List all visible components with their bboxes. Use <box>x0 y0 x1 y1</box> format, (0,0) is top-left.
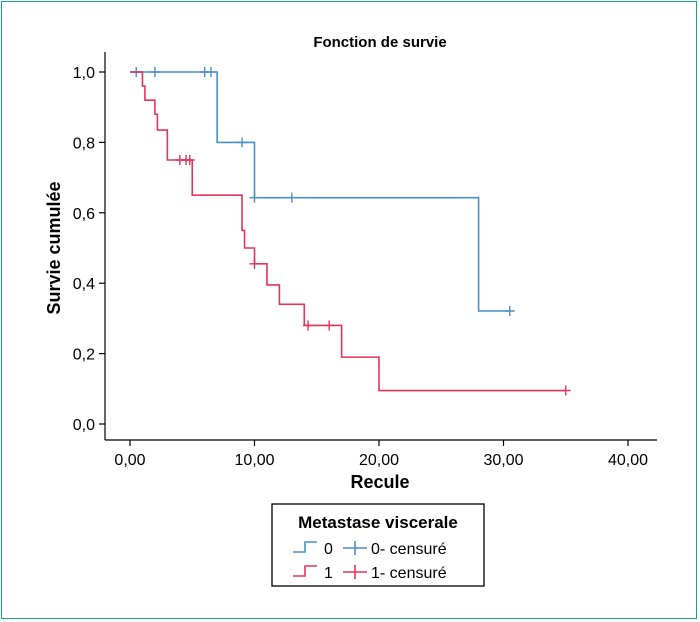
ticks: 0,00 10,00 20,00 30,00 40,00 0,0 0,2 0,4 0,6 0,8 1… <box>73 65 648 469</box>
legend-line-swatch <box>293 541 317 553</box>
series-0-line <box>130 71 510 312</box>
legend-label: 0 <box>324 541 333 558</box>
y-tick-label: 0,6 <box>73 206 95 223</box>
x-tick-label: 0,00 <box>114 452 145 469</box>
legend-box <box>271 503 485 587</box>
y-tick-label: 0,2 <box>73 347 95 364</box>
y-axis-label: Survie cumulée <box>44 181 64 314</box>
series-layer <box>130 67 571 396</box>
legend-label: 1 <box>324 565 333 582</box>
x-tick-label: 10,00 <box>234 452 274 469</box>
series-0-censor-mark <box>504 306 515 317</box>
legend-entries: 0 0- censuré 1 1- censuré <box>293 541 447 582</box>
legend-title: Metastase viscerale <box>298 513 458 532</box>
x-axis-label: Recule <box>350 472 409 492</box>
x-tick-label: 20,00 <box>359 452 399 469</box>
y-tick-label: 0,4 <box>73 276 95 293</box>
series-0-censor-mark <box>237 137 248 148</box>
legend-censor-swatch <box>343 565 367 579</box>
x-tick-label: 40,00 <box>608 452 648 469</box>
series-1-censor-mark <box>324 320 335 331</box>
series-1-censor-mark <box>249 258 260 269</box>
series-1-line <box>130 71 566 392</box>
legend: Metastase viscerale 0 0- censuré 1 1- censu… <box>271 503 485 587</box>
series-0-censor-mark <box>286 192 297 203</box>
series-0-censor-mark <box>249 192 260 203</box>
y-tick-label: 0,8 <box>73 135 95 152</box>
series-1-censor-mark <box>560 385 571 396</box>
legend-censor-swatch <box>343 541 367 555</box>
legend-line-swatch <box>293 565 317 577</box>
series-0-censor-mark <box>205 67 216 77</box>
y-tick-label: 1,0 <box>73 65 95 82</box>
series-1-censor-mark <box>303 320 314 331</box>
series-0-censor-mark <box>149 67 160 77</box>
series-1-censor-mark <box>184 155 195 165</box>
y-tick-label: 0,0 <box>73 417 95 434</box>
x-tick-label: 30,00 <box>483 452 523 469</box>
legend-censored-label: 0- censuré <box>371 541 447 558</box>
legend-censored-label: 1- censuré <box>371 565 447 582</box>
axes <box>104 52 657 441</box>
chart-title: Fonction de survie <box>313 34 446 51</box>
